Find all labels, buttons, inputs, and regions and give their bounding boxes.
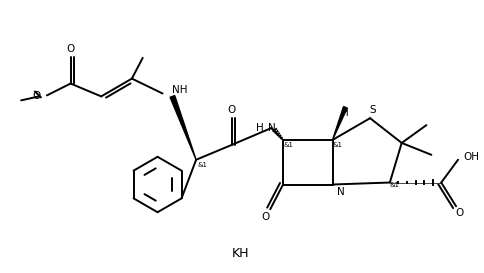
- Text: O: O: [33, 91, 41, 101]
- Text: H: H: [342, 108, 349, 118]
- Text: S: S: [370, 105, 377, 115]
- Text: O: O: [455, 208, 463, 218]
- Text: O: O: [227, 105, 236, 115]
- Text: OH: OH: [463, 152, 479, 162]
- Text: NH: NH: [172, 85, 188, 96]
- Text: &1: &1: [390, 182, 400, 188]
- Text: H: H: [256, 123, 263, 133]
- Text: N: N: [337, 188, 345, 197]
- Text: KH: KH: [232, 247, 249, 260]
- Text: &1: &1: [283, 142, 293, 148]
- Polygon shape: [333, 106, 347, 140]
- Text: N: N: [268, 123, 276, 133]
- Polygon shape: [170, 96, 196, 160]
- Text: &1: &1: [333, 142, 343, 148]
- Text: O: O: [66, 44, 75, 54]
- Text: O: O: [261, 212, 270, 222]
- Text: &1: &1: [197, 162, 207, 168]
